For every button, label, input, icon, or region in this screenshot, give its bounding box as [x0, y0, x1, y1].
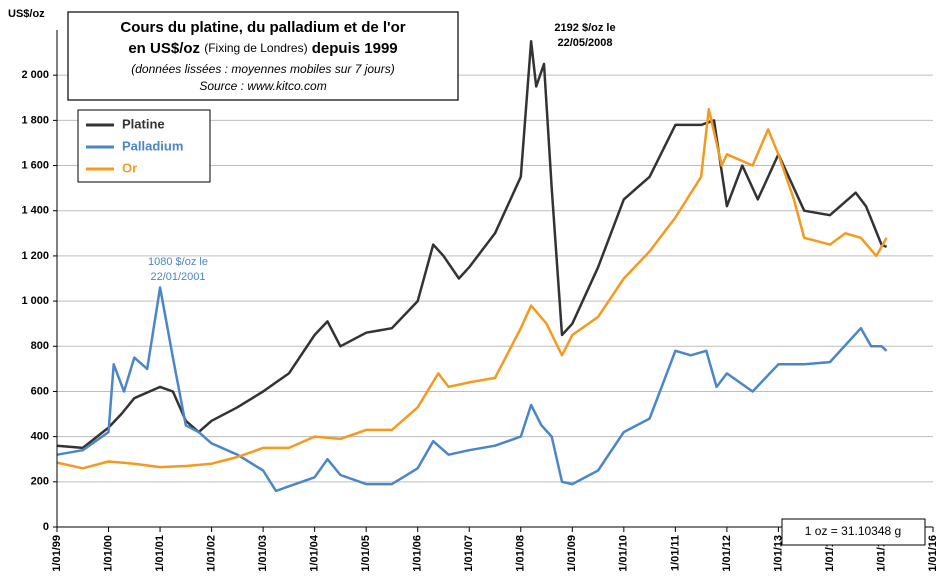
series-line: [56, 40, 888, 450]
lines: [56, 40, 888, 493]
y-tick-label: 0: [43, 521, 49, 533]
x-tick-label: 1/01/00: [102, 535, 114, 572]
legend-label: Platine: [122, 116, 165, 131]
legend-label: Palladium: [122, 138, 183, 153]
chart-title: Cours du platine, du palladium et de l'o…: [120, 19, 405, 36]
annotations: 2192 $/oz le 22/05/2008 1080 $/oz le 22/01/…: [148, 22, 616, 283]
y-tick-label: 1 800: [21, 114, 49, 126]
y-tick-label: 800: [31, 340, 49, 352]
annotation: 2192 $/oz le: [554, 22, 615, 34]
x-tick-label: 1/01/11: [669, 535, 681, 571]
x-tick-label: 1/01/13: [772, 535, 784, 572]
x-tick-label: 1/01/05: [360, 535, 372, 572]
x-tick-label: 1/01/08: [515, 535, 527, 572]
axes: 0 200 400 600 800 1 000 1 200 1 400 1 600 1 800 2 …: [21, 30, 937, 572]
y-tick-label: 2 000: [21, 69, 49, 81]
chart-title: en US$/oz (Fixing de Londres) depuis 199…: [128, 40, 397, 57]
note: 1 oz = 31.10348 g: [805, 524, 901, 538]
annotation: 1080 $/oz le: [148, 256, 208, 268]
legend-label: Or: [122, 160, 137, 175]
x-tick-label: 1/01/99: [51, 535, 63, 572]
annotation: 22/05/2008: [557, 37, 612, 49]
chart-title: depuis 1999: [312, 40, 398, 57]
legend-items: Platine Palladium Or: [86, 116, 183, 175]
y-axis-label: US$/oz: [8, 8, 45, 20]
source: Source : www.kitco.com: [199, 79, 326, 93]
title-box: [67, 11, 459, 101]
x-tick-label: 1/01/01: [154, 535, 166, 572]
chart-title: (Fixing de Londres): [204, 41, 307, 55]
y-tick-label: 1 400: [21, 205, 49, 217]
x-tick-label: 1/01/12: [721, 535, 733, 572]
y-tick-label: 1 600: [21, 159, 49, 171]
x-tick-label: 1/01/02: [205, 535, 217, 572]
x-tick-label: 1/01/06: [412, 535, 424, 572]
x-tick-label: 1/01/09: [566, 535, 578, 572]
y-tick-label: 400: [31, 431, 49, 443]
x-tick-label: 1/01/16: [927, 535, 937, 572]
x-tick-label: 1/01/10: [618, 535, 630, 572]
series-line: [56, 107, 888, 470]
subtitle: (données lissées : moyennes mobiles sur …: [131, 62, 394, 76]
annotation: 22/01/2001: [150, 271, 205, 283]
series-line: [56, 286, 888, 493]
y-tick-label: 1 200: [21, 250, 49, 262]
y-tick-label: 600: [31, 385, 49, 397]
note-box: [781, 518, 926, 546]
chart-title: en US$/oz: [128, 40, 200, 57]
y-tick-label: 1 000: [21, 295, 49, 307]
y-tick-label: 200: [31, 476, 49, 488]
x-tick-label: 1/01/07: [463, 535, 475, 572]
x-tick-label: 1/01/04: [309, 534, 321, 572]
x-tick-label: 1/01/03: [257, 535, 269, 572]
